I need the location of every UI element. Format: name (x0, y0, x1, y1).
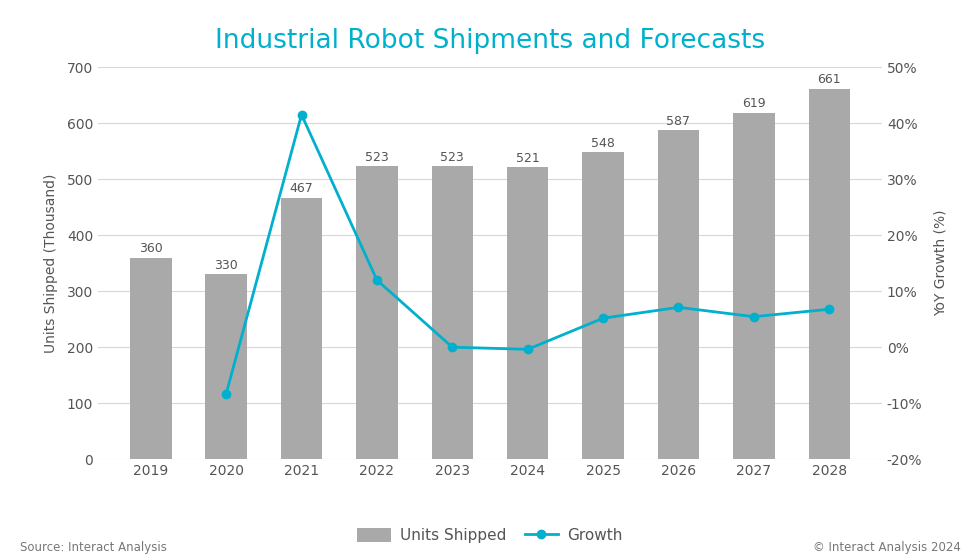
Text: 523: 523 (440, 151, 465, 164)
Bar (507, 167, 549, 459)
Bar (808, 89, 850, 459)
Bar (658, 130, 699, 459)
Text: 523: 523 (365, 151, 389, 164)
Text: 467: 467 (290, 182, 314, 195)
Text: 330: 330 (215, 259, 238, 272)
Text: 619: 619 (742, 97, 765, 110)
Title: Industrial Robot Shipments and Forecasts: Industrial Robot Shipments and Forecasts (215, 28, 765, 54)
Bar (733, 113, 774, 459)
Bar (206, 274, 247, 459)
Y-axis label: YoY Growth (%): YoY Growth (%) (934, 210, 948, 316)
Text: 587: 587 (666, 115, 691, 128)
Bar (431, 166, 473, 459)
Bar (582, 152, 624, 459)
Text: 661: 661 (817, 73, 841, 86)
Text: 521: 521 (515, 152, 540, 165)
Text: © Interact Analysis 2024: © Interact Analysis 2024 (812, 542, 960, 554)
Bar (356, 166, 398, 459)
Y-axis label: Units Shipped (Thousand): Units Shipped (Thousand) (44, 174, 59, 353)
Bar (130, 258, 172, 459)
Bar (281, 198, 322, 459)
Text: 360: 360 (139, 242, 163, 255)
Text: 548: 548 (591, 137, 615, 150)
Legend: Units Shipped, Growth: Units Shipped, Growth (351, 522, 629, 549)
Text: Source: Interact Analysis: Source: Interact Analysis (20, 542, 167, 554)
